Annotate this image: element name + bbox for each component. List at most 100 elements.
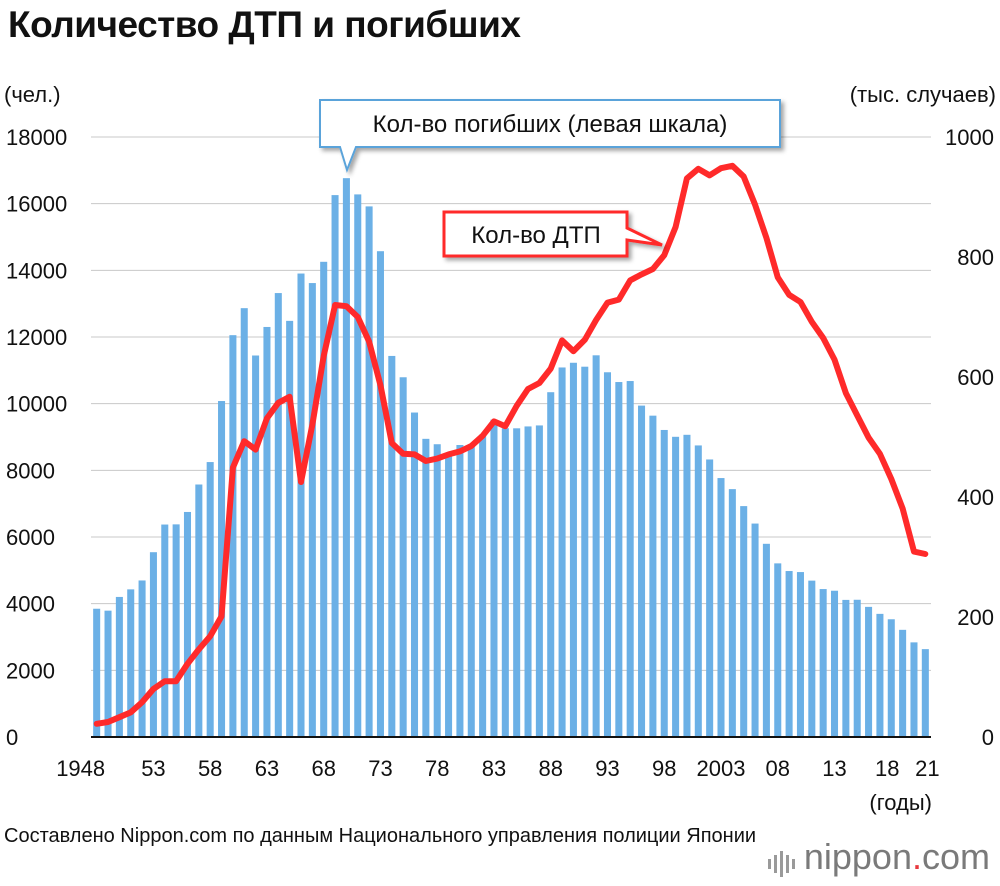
bar-1979 (445, 454, 453, 737)
bar-2018 (887, 619, 895, 737)
bar-1985 (513, 428, 521, 737)
bar-1948 (93, 608, 101, 737)
x-tick-label: 83 (482, 756, 506, 781)
logo-suffix: com (921, 836, 990, 877)
accidents-line (93, 162, 929, 727)
x-tick-label: 93 (595, 756, 619, 781)
bar-1963 (263, 326, 271, 737)
left-tick-label: 2000 (6, 658, 55, 683)
bar-2015 (853, 599, 861, 737)
bar-2019 (899, 629, 907, 737)
left-axis-unit: (чел.) (4, 82, 61, 107)
chart: 0200040006000800010000120001400016000180… (4, 82, 996, 815)
bar-1976 (410, 412, 419, 737)
bar-1987 (535, 425, 543, 737)
bar-2016 (865, 606, 873, 737)
bar-1965 (286, 320, 294, 737)
x-tick-label: 08 (766, 756, 790, 781)
callout-accidents: Кол-во ДТП (442, 210, 663, 258)
bar-1983 (490, 419, 498, 737)
left-tick-label: 4000 (6, 592, 55, 617)
bar-2020 (910, 642, 918, 737)
bar-1977 (422, 438, 430, 737)
bar-1975 (399, 377, 407, 737)
bar-1993 (603, 372, 612, 737)
left-tick-label: 14000 (6, 258, 67, 283)
left-tick-label: 6000 (6, 525, 55, 550)
x-tick-label: 2003 (697, 756, 746, 781)
bar-1989 (558, 367, 566, 737)
bar-1952 (138, 580, 146, 737)
right-tick-label: 1000 (945, 125, 994, 150)
x-tick-label: 1948 (56, 756, 105, 781)
bar-2011 (808, 580, 816, 737)
bar-1999 (672, 436, 680, 737)
bar-1981 (467, 446, 475, 737)
bar-1960 (229, 335, 237, 737)
bar-1978 (433, 444, 441, 737)
bar-1980 (456, 445, 464, 737)
bar-1973 (376, 251, 384, 737)
left-tick-label: 10000 (6, 392, 67, 417)
bar-1994 (615, 382, 623, 737)
bar-1957 (195, 484, 203, 737)
bar-1961 (240, 308, 248, 737)
bar-1991 (581, 366, 589, 737)
x-tick-label: 73 (368, 756, 392, 781)
x-tick-label: 88 (538, 756, 562, 781)
right-tick-label: 200 (957, 605, 994, 630)
bar-2000 (683, 434, 691, 737)
bar-1954 (161, 524, 169, 737)
source-note: Составлено Nippon.com по данным Национал… (4, 825, 757, 847)
bar-1953 (149, 552, 157, 737)
nippon-logo: nippon. com (766, 836, 990, 878)
x-tick-label: 58 (198, 756, 222, 781)
bar-2010 (796, 572, 804, 737)
bar-1966 (297, 273, 305, 737)
bar-2005 (740, 506, 748, 737)
left-tick-label: 18000 (6, 125, 67, 150)
bar-1949 (104, 610, 112, 737)
bar-2006 (751, 523, 759, 737)
right-tick-label: 0 (982, 725, 994, 750)
right-axis-ticks: 0 200 400 600 800 1000 (945, 125, 994, 750)
bar-2001 (694, 445, 702, 737)
bar-1992 (592, 355, 600, 737)
bar-1997 (649, 415, 657, 737)
left-tick-label: 16000 (6, 192, 67, 217)
bar-1998 (660, 429, 668, 737)
left-tick-label: 0 (6, 725, 18, 750)
bar-1971 (354, 194, 362, 737)
bar-1962 (252, 355, 260, 737)
bar-2009 (785, 571, 793, 737)
left-tick-label: 8000 (6, 458, 55, 483)
callout-accidents-text: Кол-во ДТП (471, 222, 600, 249)
x-tick-label: 68 (311, 756, 335, 781)
bar-1959 (218, 401, 226, 737)
x-tick-label: 13 (822, 756, 846, 781)
bar-1970 (342, 178, 350, 737)
bar-1950 (115, 596, 123, 737)
bar-1956 (183, 511, 192, 737)
bar-2021 (921, 649, 929, 737)
x-axis-ticks: 1948 53 58 63 68 73 78 83 88 93 98 2003 08 13 18 21 (56, 756, 939, 781)
bar-2012 (819, 589, 827, 737)
right-tick-label: 600 (957, 365, 994, 390)
bar-1969 (331, 195, 339, 738)
bar-1958 (206, 462, 214, 737)
chart-title: Количество ДТП и погибших (8, 4, 521, 45)
bar-1982 (479, 434, 487, 737)
bar-1990 (569, 362, 577, 737)
bar-2017 (876, 613, 884, 737)
bar-2003 (717, 478, 725, 737)
x-tick-label: 53 (141, 756, 165, 781)
x-tick-label: 78 (425, 756, 449, 781)
bar-1951 (127, 589, 135, 737)
x-tick-label: 21 (915, 756, 939, 781)
x-axis-unit: (годы) (869, 790, 932, 815)
bar-1986 (524, 426, 532, 737)
bar-1974 (388, 355, 396, 737)
bar-1995 (626, 381, 634, 737)
x-tick-label: 63 (255, 756, 279, 781)
bar-2013 (830, 590, 839, 737)
